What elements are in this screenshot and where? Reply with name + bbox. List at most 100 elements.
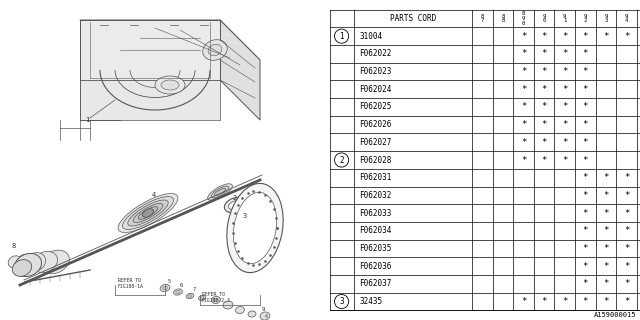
Text: *: *	[521, 156, 526, 164]
Ellipse shape	[212, 296, 220, 304]
Ellipse shape	[208, 44, 222, 56]
Text: *: *	[562, 49, 568, 58]
Text: F062023: F062023	[360, 67, 392, 76]
Text: F062037: F062037	[360, 279, 392, 288]
Text: F062027: F062027	[360, 138, 392, 147]
Text: 8
8: 8 8	[501, 14, 504, 23]
Text: *: *	[541, 85, 547, 94]
Text: *: *	[541, 297, 547, 306]
Text: 5: 5	[168, 279, 172, 284]
Text: *: *	[541, 156, 547, 164]
Ellipse shape	[133, 204, 163, 222]
Text: 7: 7	[193, 287, 196, 292]
Text: 8
7: 8 7	[481, 14, 484, 23]
Text: *: *	[521, 85, 526, 94]
Text: F062026: F062026	[360, 120, 392, 129]
Text: *: *	[562, 102, 568, 111]
Text: *: *	[541, 49, 547, 58]
Ellipse shape	[176, 291, 180, 293]
Text: F062025: F062025	[360, 102, 392, 111]
Text: 8: 8	[12, 243, 16, 249]
Ellipse shape	[227, 183, 283, 273]
Text: 9
1: 9 1	[563, 14, 566, 23]
Text: F062032: F062032	[360, 191, 392, 200]
Text: *: *	[624, 262, 629, 271]
Ellipse shape	[24, 252, 45, 271]
Text: *: *	[624, 297, 629, 306]
Ellipse shape	[40, 250, 69, 274]
Text: *: *	[541, 32, 547, 41]
Ellipse shape	[214, 298, 218, 302]
Text: 9
2: 9 2	[584, 14, 587, 23]
Text: *: *	[624, 32, 629, 41]
Text: *: *	[604, 209, 609, 218]
Text: 1: 1	[85, 117, 89, 123]
Ellipse shape	[16, 254, 34, 270]
Text: 9
4: 9 4	[625, 14, 628, 23]
Text: *: *	[582, 244, 588, 253]
Text: *: *	[521, 138, 526, 147]
Text: *: *	[582, 226, 588, 235]
Text: *: *	[604, 244, 609, 253]
Ellipse shape	[214, 188, 226, 196]
Text: 3: 3	[339, 297, 344, 306]
Circle shape	[335, 294, 349, 308]
Ellipse shape	[248, 311, 256, 317]
Text: F062035: F062035	[360, 244, 392, 253]
Text: REFER TO: REFER TO	[118, 278, 141, 283]
Text: 8
9
0: 8 9 0	[522, 11, 525, 26]
Text: *: *	[582, 120, 588, 129]
Text: *: *	[541, 67, 547, 76]
Text: *: *	[582, 262, 588, 271]
Ellipse shape	[236, 307, 244, 314]
Text: *: *	[562, 32, 568, 41]
Text: *: *	[562, 138, 568, 147]
Ellipse shape	[200, 297, 204, 299]
Ellipse shape	[203, 40, 227, 60]
Ellipse shape	[225, 197, 246, 212]
Ellipse shape	[163, 286, 168, 290]
Text: *: *	[521, 49, 526, 58]
Ellipse shape	[207, 184, 232, 200]
Text: 32435: 32435	[360, 297, 383, 306]
Text: *: *	[582, 32, 588, 41]
Text: 9: 9	[262, 307, 265, 312]
Text: 4: 4	[265, 314, 268, 319]
Text: *: *	[582, 191, 588, 200]
Ellipse shape	[234, 192, 276, 264]
Polygon shape	[80, 80, 220, 120]
Text: *: *	[582, 173, 588, 182]
Text: FIG180-2,3: FIG180-2,3	[202, 298, 231, 303]
Ellipse shape	[118, 194, 178, 233]
Text: *: *	[604, 279, 609, 288]
Ellipse shape	[223, 301, 233, 309]
Text: REFER TO: REFER TO	[202, 292, 225, 297]
Text: F062036: F062036	[360, 262, 392, 271]
Ellipse shape	[160, 284, 170, 292]
Text: *: *	[521, 32, 526, 41]
Polygon shape	[80, 20, 220, 80]
Ellipse shape	[155, 76, 185, 94]
Text: PARTS CORD: PARTS CORD	[390, 14, 436, 23]
Text: *: *	[604, 173, 609, 182]
Text: *: *	[624, 244, 629, 253]
Ellipse shape	[8, 256, 22, 268]
Text: F062031: F062031	[360, 173, 392, 182]
Text: 2: 2	[232, 195, 236, 201]
Text: *: *	[624, 173, 629, 182]
Text: *: *	[604, 32, 609, 41]
Text: *: *	[582, 85, 588, 94]
Ellipse shape	[143, 209, 154, 217]
Text: 31004: 31004	[360, 32, 383, 41]
Text: *: *	[541, 138, 547, 147]
Text: FIG180-1A: FIG180-1A	[118, 284, 144, 289]
Ellipse shape	[260, 312, 270, 320]
Text: F062028: F062028	[360, 156, 392, 164]
Text: 9
0: 9 0	[543, 14, 546, 23]
Ellipse shape	[138, 207, 157, 219]
Circle shape	[335, 29, 349, 43]
Text: F062024: F062024	[360, 85, 392, 94]
Text: 3: 3	[243, 213, 247, 219]
Ellipse shape	[122, 196, 173, 229]
Text: *: *	[624, 226, 629, 235]
